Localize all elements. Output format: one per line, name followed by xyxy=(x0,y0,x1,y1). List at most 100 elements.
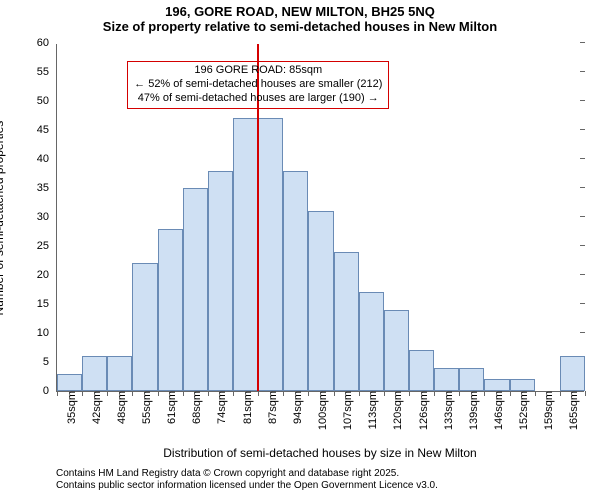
histogram-bar xyxy=(434,368,459,391)
histogram-bar xyxy=(82,356,107,391)
x-tick-mark xyxy=(510,391,511,396)
credits-line2: Contains public sector information licen… xyxy=(56,480,438,492)
x-tick-label: 81sqm xyxy=(238,391,254,424)
y-tick-label: 0 xyxy=(43,385,57,397)
x-tick-mark xyxy=(334,391,335,396)
x-tick-mark xyxy=(183,391,184,396)
x-tick-mark xyxy=(384,391,385,396)
plot-area: 05101520253035404550556035sqm42sqm48sqm5… xyxy=(56,44,584,392)
chart-container: 196, GORE ROAD, NEW MILTON, BH25 5NQ Siz… xyxy=(0,0,600,500)
y-tick-label: 20 xyxy=(37,269,57,281)
y-tick-label: 15 xyxy=(37,298,57,310)
y-axis-label: Number of semi-detached properties xyxy=(0,121,6,316)
histogram-bar xyxy=(560,356,585,391)
histogram-bar xyxy=(208,171,233,391)
x-tick-label: 165sqm xyxy=(564,391,580,430)
annotation-line2: ← 52% of semi-detached houses are smalle… xyxy=(134,78,382,92)
x-tick-label: 55sqm xyxy=(137,391,153,424)
y-tick-label: 35 xyxy=(37,182,57,194)
y-tick-mark xyxy=(580,245,585,246)
credits: Contains HM Land Registry data © Crown c… xyxy=(56,468,438,492)
x-tick-mark xyxy=(132,391,133,396)
annotation-line3: 47% of semi-detached houses are larger (… xyxy=(134,92,382,106)
x-tick-label: 87sqm xyxy=(263,391,279,424)
x-tick-mark xyxy=(258,391,259,396)
x-tick-label: 68sqm xyxy=(187,391,203,424)
y-tick-mark xyxy=(580,129,585,130)
x-tick-label: 94sqm xyxy=(288,391,304,424)
x-tick-mark xyxy=(208,391,209,396)
x-tick-mark xyxy=(233,391,234,396)
x-tick-mark xyxy=(359,391,360,396)
histogram-bar xyxy=(107,356,132,391)
x-tick-label: 113sqm xyxy=(363,391,379,429)
histogram-bar xyxy=(459,368,484,391)
y-tick-mark xyxy=(580,303,585,304)
x-tick-label: 48sqm xyxy=(112,391,128,424)
y-tick-mark xyxy=(580,187,585,188)
x-tick-label: 100sqm xyxy=(313,391,329,430)
histogram-bar xyxy=(359,292,384,391)
x-tick-mark xyxy=(57,391,58,396)
y-tick-label: 10 xyxy=(37,327,57,339)
y-tick-label: 5 xyxy=(43,356,57,368)
x-tick-label: 126sqm xyxy=(414,391,430,430)
histogram-bar xyxy=(57,374,82,391)
x-tick-mark xyxy=(560,391,561,396)
y-tick-mark xyxy=(580,100,585,101)
x-tick-label: 42sqm xyxy=(87,391,103,424)
y-tick-mark xyxy=(580,332,585,333)
y-tick-label: 40 xyxy=(37,153,57,165)
y-tick-mark xyxy=(580,42,585,43)
x-tick-label: 61sqm xyxy=(162,391,178,424)
histogram-bar xyxy=(233,118,258,391)
y-tick-mark xyxy=(580,274,585,275)
x-tick-mark xyxy=(82,391,83,396)
x-tick-mark xyxy=(107,391,108,396)
y-tick-label: 45 xyxy=(37,124,57,136)
histogram-bar xyxy=(283,171,308,391)
title-line2: Size of property relative to semi-detach… xyxy=(0,19,600,34)
y-tick-label: 55 xyxy=(37,66,57,78)
title-line1: 196, GORE ROAD, NEW MILTON, BH25 5NQ xyxy=(0,4,600,19)
x-tick-label: 133sqm xyxy=(439,391,455,430)
x-tick-label: 74sqm xyxy=(212,391,228,424)
x-tick-label: 120sqm xyxy=(388,391,404,430)
x-tick-label: 152sqm xyxy=(514,391,530,430)
histogram-bar xyxy=(409,350,434,391)
credits-line1: Contains HM Land Registry data © Crown c… xyxy=(56,468,438,480)
x-tick-mark xyxy=(459,391,460,396)
histogram-bar xyxy=(132,263,157,391)
y-tick-mark xyxy=(580,216,585,217)
histogram-bar xyxy=(308,211,333,391)
y-tick-label: 60 xyxy=(37,37,57,49)
histogram-bar xyxy=(258,118,283,391)
x-tick-mark xyxy=(308,391,309,396)
x-tick-mark xyxy=(585,391,586,396)
histogram-bar xyxy=(484,379,509,391)
x-tick-mark xyxy=(283,391,284,396)
histogram-bar xyxy=(510,379,535,391)
x-tick-mark xyxy=(158,391,159,396)
x-tick-mark xyxy=(484,391,485,396)
x-tick-label: 159sqm xyxy=(539,391,555,430)
histogram-bar xyxy=(334,252,359,391)
x-tick-label: 139sqm xyxy=(464,391,480,430)
y-tick-label: 25 xyxy=(37,240,57,252)
y-tick-mark xyxy=(580,71,585,72)
histogram-bar xyxy=(384,310,409,391)
annotation-line1: 196 GORE ROAD: 85sqm xyxy=(134,64,382,78)
x-tick-mark xyxy=(434,391,435,396)
histogram-bar xyxy=(183,188,208,391)
y-tick-label: 30 xyxy=(37,211,57,223)
x-tick-label: 146sqm xyxy=(489,391,505,430)
y-tick-label: 50 xyxy=(37,95,57,107)
x-tick-mark xyxy=(535,391,536,396)
x-tick-label: 35sqm xyxy=(62,391,78,424)
y-tick-mark xyxy=(580,158,585,159)
annotation-box: 196 GORE ROAD: 85sqm← 52% of semi-detach… xyxy=(127,61,389,108)
x-tick-label: 107sqm xyxy=(338,391,354,430)
x-tick-mark xyxy=(409,391,410,396)
chart-title: 196, GORE ROAD, NEW MILTON, BH25 5NQ Siz… xyxy=(0,4,600,34)
histogram-bar xyxy=(158,229,183,391)
